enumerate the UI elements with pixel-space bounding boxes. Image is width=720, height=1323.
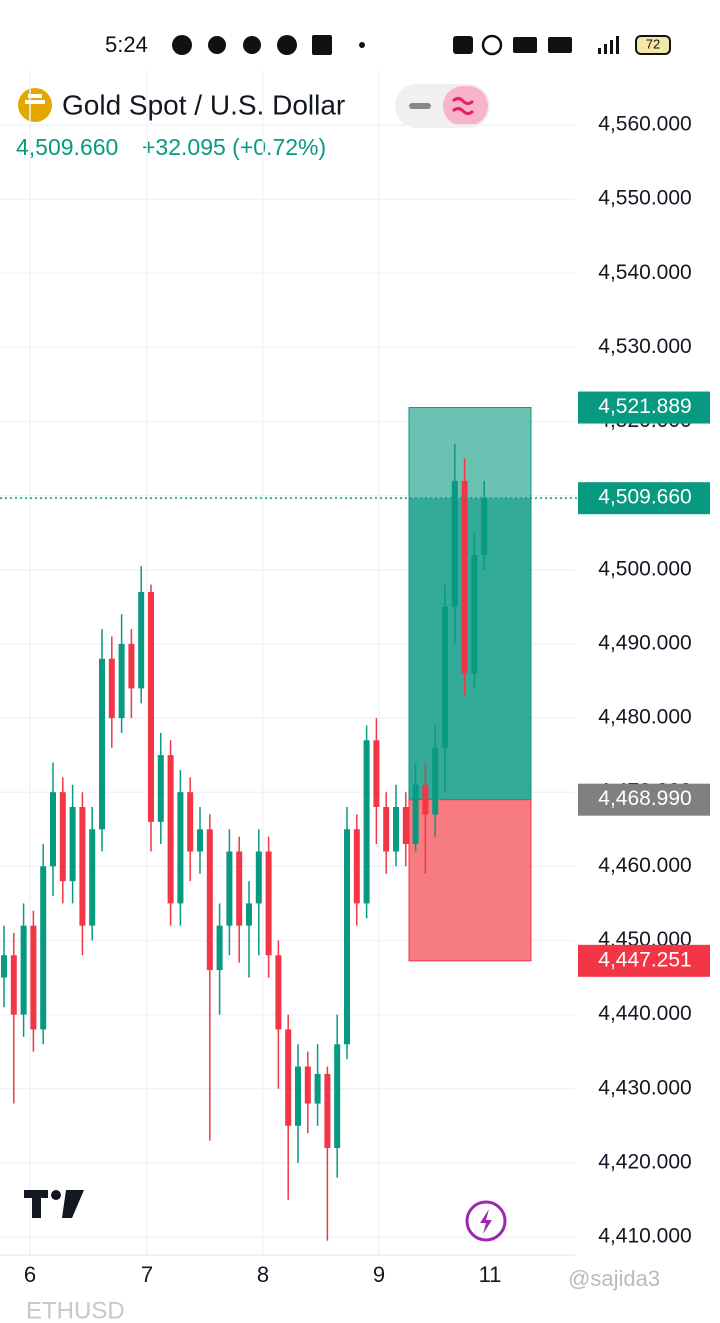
candle-body [412, 784, 419, 845]
candle-body [79, 807, 86, 926]
x-tick-label: 11 [479, 1262, 502, 1287]
candle-body [40, 866, 47, 1030]
candle-body [461, 480, 468, 674]
candle-body [89, 829, 96, 926]
x-tick-label: 8 [257, 1262, 269, 1287]
toggle-wave-icon [451, 97, 475, 115]
x-tick-label: 9 [373, 1262, 385, 1287]
toggle-active[interactable] [443, 86, 488, 126]
y-tick-label: 4,460.000 [598, 854, 691, 877]
candle-body [295, 1066, 301, 1126]
candle-body [1, 955, 7, 978]
target-price-label: 4,521.889 [598, 395, 691, 418]
header-price: 4,509.660 [16, 134, 118, 160]
status-time: 5:24 [105, 32, 148, 57]
x-tick-label: 7 [141, 1262, 153, 1287]
candle-body [197, 829, 203, 852]
target-price-label-bg [578, 391, 710, 424]
candle-body [236, 851, 243, 926]
candle-body [304, 1066, 311, 1104]
symbol-icon [18, 88, 52, 122]
toggle-minus [409, 103, 431, 109]
candle-body [216, 925, 223, 971]
plot-area[interactable]: 6 7 8 9 11 4,560.000 4,550.000 4,540.000 4,530.0… [0, 70, 710, 1287]
candle-body [138, 592, 145, 689]
candle-body [422, 784, 429, 815]
candle-body [59, 792, 66, 882]
symbol-name[interactable]: Gold Spot / U.S. Dollar [62, 89, 345, 120]
symbol-icon-bar [25, 100, 45, 104]
candle-body [393, 807, 399, 852]
candle-body [157, 755, 164, 822]
last-price-label: 4,509.660 [598, 486, 691, 509]
tv-logo [24, 1190, 84, 1218]
lightning-button[interactable] [465, 1200, 507, 1242]
candle-body [383, 807, 390, 852]
symbol-icon-bar [28, 94, 42, 98]
candle-body [118, 643, 125, 719]
y-tick-label: 4,480.000 [598, 706, 691, 729]
candle-body [99, 658, 105, 830]
candle-body [373, 740, 380, 808]
stop-price-label: 4,447.251 [598, 948, 691, 971]
x-tick-label: 6 [24, 1262, 36, 1287]
candle-body [30, 925, 37, 1030]
candle-body [20, 925, 27, 1015]
header-change: +32.095 (+0.72%) [142, 134, 326, 160]
candle-body [148, 592, 154, 822]
candle-body [344, 829, 350, 1045]
candle-body [432, 747, 439, 815]
candle-body [128, 643, 135, 689]
candle-body [471, 554, 478, 674]
candle-body [314, 1073, 321, 1104]
y-tick-label: 4,440.000 [598, 1002, 691, 1025]
candle-body [206, 829, 213, 971]
candle-body [255, 851, 262, 904]
y-tick-label: 4,490.000 [598, 631, 691, 654]
lightning-icon [480, 1209, 492, 1234]
candle-body [10, 955, 17, 1015]
candle-body [402, 807, 409, 845]
battery-level: 72 [646, 36, 660, 51]
stop-price-label-bg [578, 944, 710, 977]
last-price-label-bg [578, 482, 710, 515]
candle-body [167, 755, 174, 904]
candle-body [187, 792, 194, 852]
y-tick-label: 4,430.000 [598, 1076, 691, 1099]
candle-body [481, 498, 488, 555]
candle-body [265, 851, 272, 956]
next-symbol[interactable]: ETHUSD [26, 1297, 125, 1323]
entry-price-label: 4,468.990 [598, 787, 691, 810]
candle-body [246, 903, 252, 926]
candle-body [442, 606, 448, 748]
y-tick-label: 4,550.000 [598, 187, 691, 210]
y-tick-label: 4,530.000 [598, 335, 691, 358]
candle-body [353, 829, 360, 904]
candle-body [334, 1044, 341, 1149]
y-tick-label: 4,410.000 [598, 1225, 691, 1248]
y-tick-label: 4,500.000 [598, 557, 691, 580]
candle-body [324, 1073, 331, 1149]
candle-body [363, 740, 370, 904]
candle-body [451, 480, 458, 607]
y-tick-label: 4,540.000 [598, 261, 691, 284]
entry-price-label-bg [578, 783, 710, 816]
watermark: @sajida3 [568, 1266, 660, 1291]
loss-zone [408, 799, 532, 962]
y-tick-label: 4,420.000 [598, 1150, 691, 1173]
status-icons [172, 34, 671, 56]
candle-body [226, 851, 233, 926]
profit-filled [409, 498, 531, 800]
candle-body [177, 792, 184, 904]
candle-body [50, 792, 56, 867]
candle-body [108, 658, 115, 719]
candle-body [69, 807, 76, 882]
y-tick-label: 4,560.000 [598, 113, 691, 136]
candle-body [275, 955, 282, 1030]
candle-body [285, 1029, 292, 1126]
